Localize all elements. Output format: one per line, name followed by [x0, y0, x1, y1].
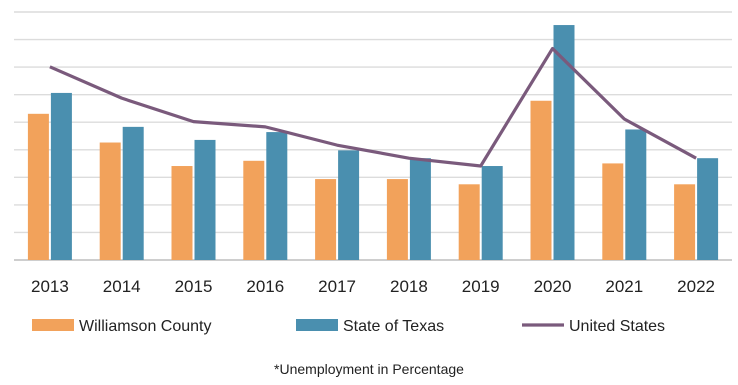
x-tick-label: 2018 — [390, 277, 428, 296]
footnote: *Unemployment in Percentage — [274, 361, 464, 377]
x-tick-label: 2017 — [318, 277, 356, 296]
legend-label-state-of-texas: State of Texas — [343, 318, 444, 335]
x-tick-label: 2022 — [677, 277, 715, 296]
bar-williamson-county-2014 — [99, 142, 121, 260]
bar-williamson-county-2022 — [674, 184, 696, 260]
x-tick-label: 2021 — [605, 277, 643, 296]
gridlines — [14, 11, 732, 261]
bar-state-of-texas-2021 — [625, 129, 647, 260]
bar-williamson-county-2021 — [602, 163, 624, 260]
x-tick-label: 2014 — [103, 277, 141, 296]
bar-williamson-county-2013 — [27, 113, 49, 261]
bar-state-of-texas-2013 — [50, 92, 72, 260]
bar-williamson-county-2016 — [243, 160, 265, 260]
bar-state-of-texas-2014 — [122, 126, 144, 260]
x-tick-label: 2016 — [246, 277, 284, 296]
bar-williamson-county-2020 — [530, 100, 552, 260]
bar-state-of-texas-2017 — [338, 150, 360, 260]
bar-williamson-county-2019 — [458, 184, 480, 260]
bar-marks — [27, 25, 719, 261]
bar-state-of-texas-2018 — [409, 158, 431, 260]
bar-williamson-county-2018 — [386, 179, 408, 260]
x-tick-label: 2019 — [462, 277, 500, 296]
legend-swatch-williamson-county — [32, 319, 74, 331]
bar-state-of-texas-2015 — [194, 139, 216, 260]
bar-state-of-texas-2019 — [481, 166, 503, 260]
x-tick-label: 2013 — [31, 277, 69, 296]
line-series — [49, 46, 697, 168]
legend: Williamson County State of Texas United St… — [32, 318, 665, 335]
legend-label-williamson-county: Williamson County — [79, 318, 211, 335]
legend-label-united-states: United States — [569, 318, 665, 335]
bar-state-of-texas-2016 — [266, 132, 288, 260]
legend-swatch-state-of-texas — [296, 319, 338, 331]
bar-williamson-county-2017 — [315, 179, 337, 260]
x-tick-label: 2020 — [534, 277, 572, 296]
x-tick-label: 2015 — [175, 277, 213, 296]
x-axis-ticks: 2013 2014 2015 2016 2017 2018 2019 2020 2021 2022 — [31, 277, 715, 296]
bar-state-of-texas-2020 — [553, 25, 575, 261]
line-united-states — [49, 46, 697, 168]
bar-williamson-county-2015 — [171, 166, 193, 260]
bar-state-of-texas-2022 — [697, 158, 719, 260]
